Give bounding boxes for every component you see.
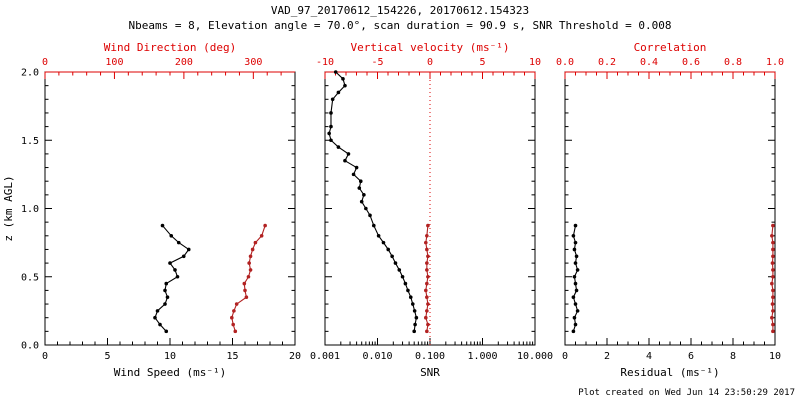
x-top-axis: 0 100 200 300 Wind Direction (deg) xyxy=(42,41,295,79)
svg-text:0.100: 0.100 xyxy=(415,351,445,362)
wind-speed-series xyxy=(153,223,191,334)
svg-text:5: 5 xyxy=(104,351,110,362)
svg-text:Vertical velocity (ms⁻¹): Vertical velocity (ms⁻¹) xyxy=(351,41,510,54)
svg-text:0: 0 xyxy=(562,351,568,362)
svg-text:z (km AGL): z (km AGL) xyxy=(2,175,15,241)
svg-text:0.010: 0.010 xyxy=(362,351,392,362)
x-bottom-axis: 0 2 4 6 8 10 Residual (ms⁻¹) xyxy=(562,338,781,379)
svg-text:20: 20 xyxy=(289,351,301,362)
y-axis: 0.0 0.5 1.0 1.5 2.0 z (km AGL) xyxy=(2,68,295,352)
x-bottom-axis: 0.001 0.010 0.100 1.000 10.000 SNR xyxy=(310,338,553,379)
svg-text:0.2: 0.2 xyxy=(598,57,616,68)
x-top-axis: 0.0 0.2 0.4 0.6 0.8 1.0 Correlation xyxy=(556,41,784,79)
correlation-series xyxy=(770,223,775,334)
svg-text:10: 10 xyxy=(769,351,781,362)
svg-text:0.6: 0.6 xyxy=(682,57,700,68)
svg-text:0.5: 0.5 xyxy=(21,272,39,283)
svg-text:8: 8 xyxy=(730,351,736,362)
svg-text:1.0: 1.0 xyxy=(21,204,39,215)
wind-direction-series xyxy=(230,223,267,334)
svg-text:2.0: 2.0 xyxy=(21,68,39,79)
svg-text:1.0: 1.0 xyxy=(766,57,784,68)
svg-text:SNR: SNR xyxy=(420,366,440,379)
svg-text:2: 2 xyxy=(604,351,610,362)
wind-panel: 0.0 0.5 1.0 1.5 2.0 z (km AGL) 0 5 10 15 20 Wind Sp… xyxy=(2,41,301,379)
svg-text:0.001: 0.001 xyxy=(310,351,340,362)
snr-panel: 0.001 0.010 0.100 1.000 10.000 SNR -10 -5 0 5 10 Ve… xyxy=(310,41,553,379)
svg-text:5: 5 xyxy=(479,57,485,68)
svg-text:-5: -5 xyxy=(371,57,383,68)
svg-text:0: 0 xyxy=(42,351,48,362)
svg-text:0: 0 xyxy=(427,57,433,68)
svg-text:100: 100 xyxy=(105,57,123,68)
y-axis xyxy=(325,71,535,346)
svg-text:Residual (ms⁻¹): Residual (ms⁻¹) xyxy=(620,366,719,379)
svg-text:10.000: 10.000 xyxy=(517,351,553,362)
x-bottom-axis: 0 5 10 15 20 Wind Speed (ms⁻¹) xyxy=(42,338,301,379)
svg-text:0.0: 0.0 xyxy=(21,341,39,352)
svg-text:1.5: 1.5 xyxy=(21,136,39,147)
svg-text:0.8: 0.8 xyxy=(724,57,742,68)
svg-text:Wind Speed (ms⁻¹): Wind Speed (ms⁻¹) xyxy=(114,366,227,379)
plot-title: VAD_97_20170612_154226, 20170612.154323 xyxy=(270,4,530,17)
svg-text:0.4: 0.4 xyxy=(640,57,658,68)
plot-created-timestamp: Plot created on Wed Jun 14 23:50:29 2017 xyxy=(578,388,795,398)
svg-text:300: 300 xyxy=(244,57,262,68)
residual-series xyxy=(571,223,580,334)
svg-text:200: 200 xyxy=(175,57,193,68)
svg-text:6: 6 xyxy=(688,351,694,362)
svg-text:0.0: 0.0 xyxy=(556,57,574,68)
svg-text:4: 4 xyxy=(646,351,652,362)
vertical-velocity-series xyxy=(424,223,430,334)
svg-text:1.000: 1.000 xyxy=(467,351,497,362)
residual-panel: 0 2 4 6 8 10 Residual (ms⁻¹) 0.0 0.2 0.4 0.6 0.8 1.0… xyxy=(556,41,784,379)
svg-text:-10: -10 xyxy=(316,57,334,68)
plot-subtitle: Nbeams = 8, Elevation angle = 70.0°, sca… xyxy=(128,19,672,32)
svg-text:0: 0 xyxy=(42,57,48,68)
svg-text:10: 10 xyxy=(164,351,176,362)
y-axis xyxy=(565,71,775,346)
svg-text:15: 15 xyxy=(226,351,238,362)
svg-text:Wind Direction (deg): Wind Direction (deg) xyxy=(104,41,236,54)
svg-text:10: 10 xyxy=(529,57,541,68)
snr-series xyxy=(327,70,419,334)
svg-text:Correlation: Correlation xyxy=(634,41,707,54)
x-top-axis: -10 -5 0 5 10 Vertical velocity (ms⁻¹) xyxy=(316,41,541,79)
